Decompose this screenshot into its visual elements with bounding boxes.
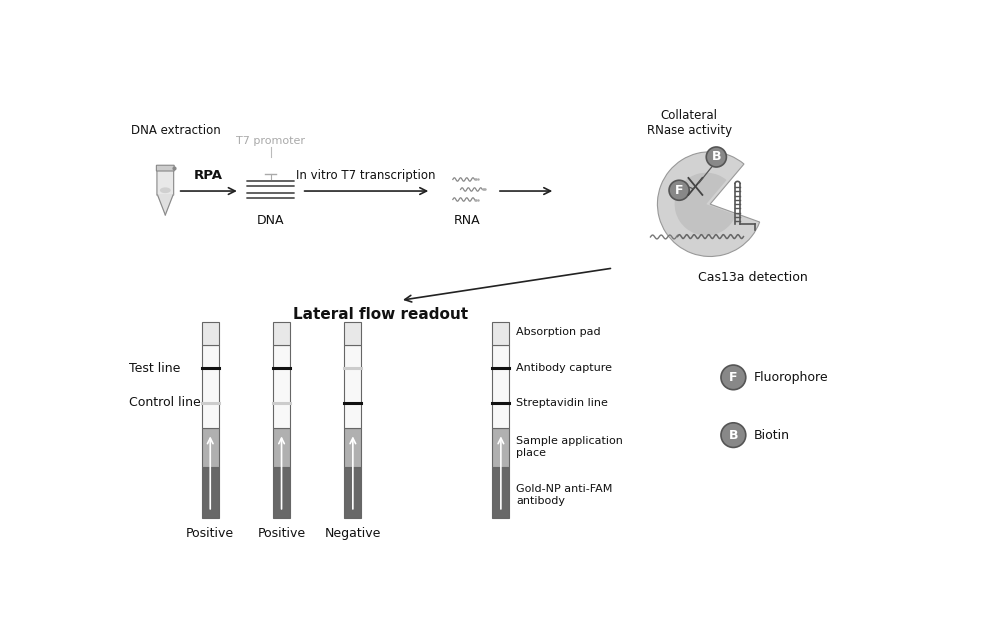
Text: DNA: DNA: [257, 214, 284, 227]
Bar: [202, 467, 219, 518]
Text: Biotin: Biotin: [754, 429, 790, 442]
Bar: [202, 427, 219, 467]
Ellipse shape: [160, 188, 171, 193]
Bar: [492, 427, 509, 467]
Text: Streptavidin line: Streptavidin line: [516, 398, 608, 408]
Circle shape: [669, 180, 689, 200]
Bar: [273, 427, 290, 467]
Wedge shape: [657, 152, 760, 257]
Text: B: B: [712, 151, 721, 163]
Bar: [344, 427, 361, 467]
Text: Positive: Positive: [186, 527, 234, 540]
Text: Absorption pad: Absorption pad: [516, 327, 601, 337]
Bar: [492, 321, 509, 345]
Text: F: F: [729, 371, 738, 384]
Text: DNA extraction: DNA extraction: [131, 125, 221, 138]
Bar: [202, 345, 219, 427]
Bar: [273, 345, 290, 427]
Bar: [492, 345, 509, 427]
Bar: [344, 321, 361, 345]
Text: In vitro T7 transcription: In vitro T7 transcription: [296, 169, 436, 182]
Bar: [202, 321, 219, 345]
Text: F: F: [675, 184, 683, 197]
Text: Collateral
RNase activity: Collateral RNase activity: [647, 109, 732, 137]
Text: Antibody capture: Antibody capture: [516, 363, 612, 373]
FancyBboxPatch shape: [157, 169, 174, 196]
Text: Sample application
place: Sample application place: [516, 436, 623, 458]
Text: Cas13a detection: Cas13a detection: [698, 271, 808, 284]
Text: Gold-NP anti-FAM
antibody: Gold-NP anti-FAM antibody: [516, 484, 613, 506]
Circle shape: [721, 365, 746, 390]
Text: Positive: Positive: [257, 527, 306, 540]
Circle shape: [721, 423, 746, 447]
Wedge shape: [675, 173, 736, 235]
Circle shape: [706, 147, 726, 167]
Polygon shape: [158, 195, 173, 215]
Text: Lateral flow readout: Lateral flow readout: [293, 307, 468, 321]
Bar: [344, 345, 361, 427]
Text: RPA: RPA: [194, 169, 223, 182]
Text: B: B: [729, 429, 738, 442]
FancyBboxPatch shape: [156, 165, 174, 171]
Bar: [344, 467, 361, 518]
Bar: [273, 321, 290, 345]
Text: Negative: Negative: [325, 527, 381, 540]
Text: Fluorophore: Fluorophore: [754, 371, 828, 384]
Text: RNA: RNA: [454, 214, 481, 227]
Text: Test line: Test line: [129, 362, 180, 374]
Bar: [492, 467, 509, 518]
Text: T7 promoter: T7 promoter: [236, 136, 305, 146]
Bar: [273, 467, 290, 518]
Text: Control line: Control line: [129, 396, 201, 409]
